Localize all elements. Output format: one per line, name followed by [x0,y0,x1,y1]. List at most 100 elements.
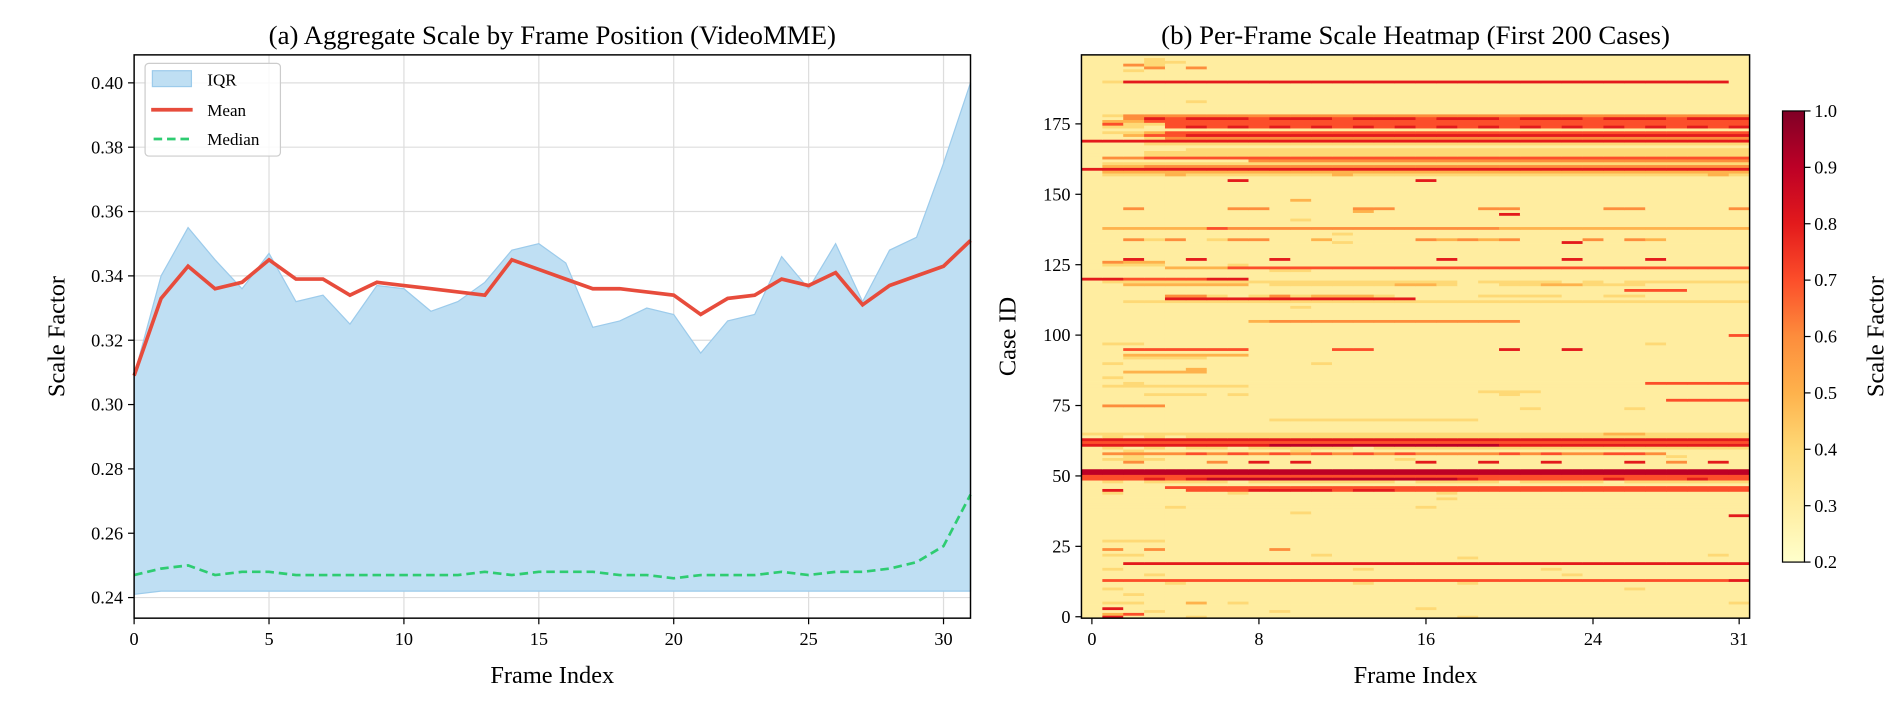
heatmap-cell [1582,359,1604,363]
heatmap-cell [1144,550,1166,554]
heatmap-cell [1373,370,1396,374]
heatmap-cell [1561,240,1583,244]
heatmap-cell [1457,581,1479,585]
heatmap-cell [1624,223,1646,228]
heatmap-cell [1164,601,1187,605]
left-x-axis-label: Frame Index [490,662,614,689]
heatmap-cell [1373,429,1396,433]
heatmap-cell [1436,390,1458,394]
heatmap-cell [1603,226,1625,230]
heatmap-cell [1645,263,1667,267]
heatmap-cell [1373,522,1396,526]
heatmap-cell [1707,333,1730,337]
heatmap-cell [1686,482,1709,487]
heatmap-cell [1415,240,1437,244]
heatmap-cell [1624,252,1646,256]
heatmap-cell [1582,201,1604,205]
heatmap-cell [1164,592,1187,596]
heatmap-cell [1269,553,1291,557]
heatmap-cell [1728,268,1750,273]
heatmap-cell [1373,313,1396,318]
heatmap-cell [1123,449,1145,453]
heatmap-cell [1707,530,1730,535]
heatmap-cell [1352,485,1375,489]
heatmap-cell [1352,375,1375,380]
heatmap-cell [1185,215,1208,219]
heatmap-cell [1290,328,1312,332]
heatmap-cell [1624,378,1646,382]
heatmap-cell [1290,223,1312,228]
heatmap-cell [1394,373,1416,377]
heatmap-cell [1478,274,1500,278]
heatmap-cell [1645,544,1667,549]
heatmap-cell [1666,435,1688,439]
heatmap-cell [1394,435,1416,439]
heatmap-cell [1269,235,1291,239]
heatmap-cell [1582,553,1604,557]
heatmap-cell [1144,423,1166,428]
heatmap-cell [1227,209,1249,213]
heatmap-cell [1185,390,1208,394]
heatmap-cell [1206,344,1228,349]
heatmap-cell [1164,299,1187,304]
heatmap-cell [1144,443,1166,447]
heatmap-cell [1582,302,1604,306]
heatmap-cell [1269,404,1291,408]
heatmap-cell [1185,235,1208,239]
heatmap-cell [1540,249,1563,253]
heatmap-cell [1373,454,1396,458]
heatmap-cell [1728,528,1750,532]
heatmap-cell [1206,559,1228,563]
heatmap-cell [1457,378,1479,382]
heatmap-cell [1123,356,1145,360]
heatmap-cell [1185,482,1208,487]
heatmap-cell [1227,190,1249,194]
heatmap-cell [1603,359,1625,363]
heatmap-cell [1478,367,1500,371]
heatmap-cell [1415,223,1437,228]
heatmap-cell [1540,395,1563,399]
heatmap-cell [1645,556,1667,560]
heatmap-cell [1603,435,1625,439]
heatmap-cell [1686,536,1709,540]
heatmap-cell [1081,508,1103,512]
heatmap-cell [1164,204,1187,208]
heatmap-cell [1540,246,1563,250]
heatmap-cell [1436,587,1458,591]
heatmap-cell [1519,237,1542,242]
heatmap-cell [1603,364,1625,368]
heatmap-cell [1436,494,1458,498]
heatmap-cell [1373,497,1396,501]
heatmap-cell [1499,412,1521,416]
heatmap-cell [1436,595,1458,599]
heatmap-cell [1457,313,1479,318]
heatmap-cell [1394,330,1416,335]
heatmap-cell [1123,564,1145,568]
heatmap-cell [1290,423,1312,428]
heatmap-cell [1227,415,1249,419]
heatmap-cell [1707,412,1730,416]
heatmap-cell [1478,561,1500,566]
heatmap-cell [1081,218,1103,222]
heatmap-cell [1394,367,1416,371]
heatmap-cell [1624,604,1646,608]
heatmap-cell [1728,184,1750,188]
heatmap-cell [1499,364,1521,368]
heatmap-cell [1144,237,1166,242]
heatmap-cell [1290,561,1312,566]
heatmap-cell [1478,485,1500,489]
heatmap-cell [1582,319,1604,323]
heatmap-cell [1332,367,1354,371]
heatmap-cell [1645,421,1667,425]
heatmap-cell [1164,313,1187,318]
heatmap-cell [1123,291,1145,295]
heatmap-cell [1561,497,1583,501]
heatmap-cell [1102,573,1124,577]
heatmap-cell [1123,575,1145,580]
heatmap-cell [1248,519,1270,523]
heatmap-cell [1707,243,1730,247]
heatmap-cell [1248,313,1270,318]
heatmap-cell [1248,466,1270,470]
heatmap-cell [1499,429,1521,433]
heatmap-cell [1081,237,1103,242]
